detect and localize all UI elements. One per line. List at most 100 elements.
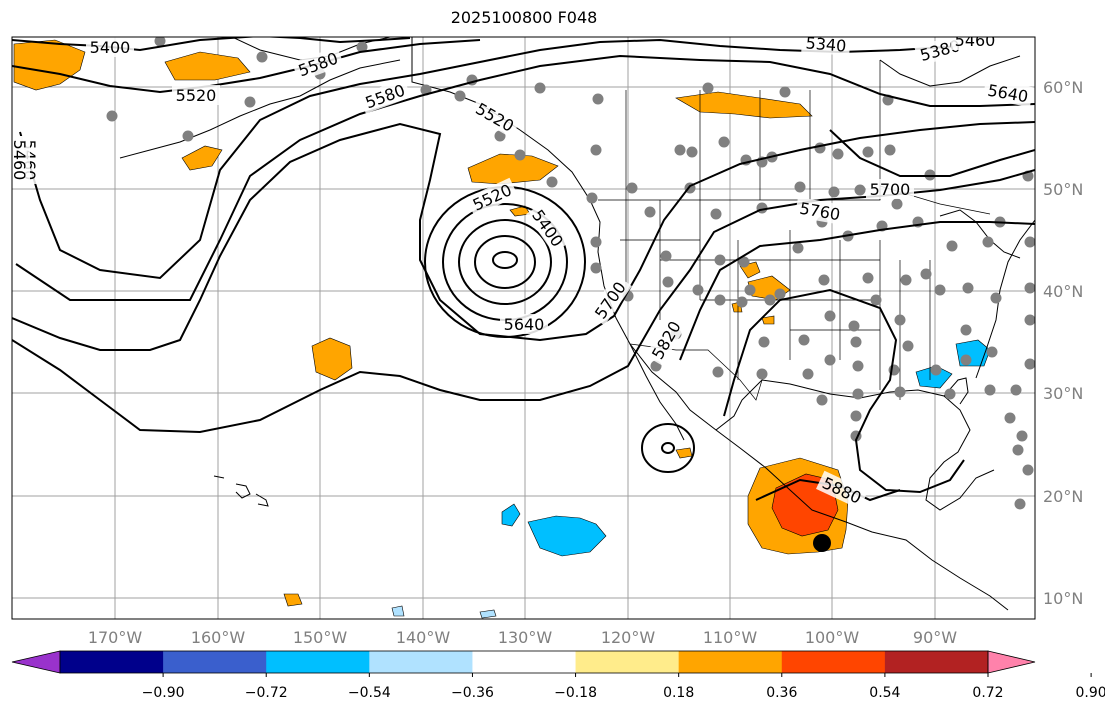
- colorbar-bin: [266, 651, 370, 673]
- station-dot: [1024, 282, 1035, 294]
- station-dot: [714, 254, 726, 266]
- station-dot: [850, 336, 862, 348]
- station-dot: [738, 256, 750, 268]
- colorbar-frame: [59, 650, 989, 674]
- station-dot: [674, 144, 686, 156]
- station-dot: [626, 182, 638, 194]
- contour-label-group: 5460: [10, 136, 30, 184]
- colorbar-bin: [60, 651, 164, 673]
- latitude-tick-label: 10°N: [1043, 589, 1083, 608]
- shade-positive: [13, 39, 86, 91]
- station-dot: [891, 198, 903, 210]
- longitude-tick-label: 100°W: [805, 628, 860, 647]
- coastline-gulf: [715, 379, 995, 511]
- station-dot: [256, 51, 268, 63]
- contour-label: 5460: [10, 140, 29, 181]
- station-dot: [990, 292, 1002, 304]
- station-dot: [244, 96, 256, 108]
- province-lines: [625, 60, 881, 200]
- latitude-labels: 10°N 20°N 30°N 40°N 50°N 60°N: [1043, 78, 1083, 608]
- colorbar-bin: [678, 651, 783, 673]
- contour-label-group: 5640: [500, 314, 548, 334]
- station-dot: [862, 272, 874, 284]
- station-dot: [934, 284, 946, 296]
- colorbar-tick-label: 0.54: [869, 685, 900, 701]
- station-dot: [712, 366, 724, 378]
- contour-low-center: [661, 442, 675, 454]
- contour-label-bg: [526, 202, 570, 254]
- shade-positive: [467, 153, 559, 185]
- shade-negative: [527, 515, 607, 557]
- station-dot: [692, 284, 704, 296]
- longitude-tick-label: 150°W: [293, 628, 348, 647]
- station-dot: [779, 86, 791, 98]
- station-dot: [590, 236, 602, 248]
- latitude-tick-label: 30°N: [1043, 384, 1083, 403]
- station-dot: [814, 142, 826, 154]
- station-dot: [816, 394, 828, 406]
- coastline-aleutians: [119, 59, 401, 159]
- station-dot: [894, 386, 906, 398]
- longitude-tick-label: 170°W: [88, 628, 143, 647]
- station-dot: [154, 37, 166, 47]
- station-dot: [1012, 444, 1024, 456]
- longitude-tick-label: 110°W: [703, 628, 758, 647]
- coastline-florida: [943, 377, 969, 405]
- station-dot: [984, 384, 996, 396]
- shade-positive: [311, 337, 353, 381]
- station-dot: [824, 310, 836, 322]
- station-dot: [662, 276, 674, 288]
- colorbar-tick-label: 0.72: [972, 685, 1003, 701]
- shade-light-negative: [479, 609, 497, 619]
- station-dot: [454, 90, 466, 102]
- colorbar-bin: [472, 651, 577, 673]
- longitude-tick-label: 140°W: [396, 628, 451, 647]
- station-dot: [850, 410, 862, 422]
- station-dot: [774, 288, 786, 300]
- colorbar-tick-label: 0.90: [1076, 685, 1105, 701]
- station-dot: [798, 334, 810, 346]
- storm-center-marker: [813, 534, 831, 552]
- latitude-tick-label: 50°N: [1043, 180, 1083, 199]
- station-dot: [884, 144, 896, 156]
- station-dot: [494, 130, 506, 142]
- shade-positive: [283, 593, 303, 607]
- station-dot: [1004, 412, 1016, 424]
- coastline-atlantic: [975, 219, 1035, 379]
- contour-label: 5520: [176, 86, 217, 105]
- map-frame: [11, 36, 1036, 620]
- contour-line: [12, 37, 411, 52]
- shade-negative: [501, 503, 521, 527]
- contour-label-bg: [866, 179, 914, 199]
- contour-label-bg: [794, 196, 846, 226]
- contour-label-bg: [816, 470, 868, 510]
- station-dot: [514, 149, 526, 161]
- station-dot: [106, 110, 118, 122]
- contour-line: [679, 221, 1035, 361]
- contour-label-group: 5520: [469, 96, 521, 138]
- contour-line: [19, 38, 961, 280]
- station-dot: [930, 364, 942, 376]
- contour-label-bg: [359, 78, 411, 114]
- station-dot: [758, 336, 770, 348]
- contour-low: [474, 235, 536, 289]
- colorbar-tick-label: 0.36: [766, 685, 797, 701]
- colorbar-bin: [163, 651, 267, 673]
- contour-label-group: 5700: [866, 179, 914, 199]
- contour-low: [641, 423, 695, 473]
- station-dot: [644, 206, 656, 218]
- contour-label-bg: [466, 177, 518, 217]
- longitude-tick-label: 120°W: [601, 628, 656, 647]
- station-dot: [710, 208, 722, 220]
- contour-label-group: 5640: [982, 78, 1034, 108]
- station-dot: [920, 268, 932, 280]
- shade-positive: [761, 315, 775, 325]
- contour-line: [829, 129, 1035, 177]
- shade-positive: [181, 145, 223, 171]
- station-dot: [792, 242, 804, 254]
- contour-label-bg: [172, 85, 220, 105]
- colorbar-extend-max: [987, 650, 1036, 674]
- station-dot: [592, 93, 604, 105]
- colorbar-tick-label: −0.36: [451, 685, 494, 701]
- contour-label-group: 5460: [951, 37, 999, 50]
